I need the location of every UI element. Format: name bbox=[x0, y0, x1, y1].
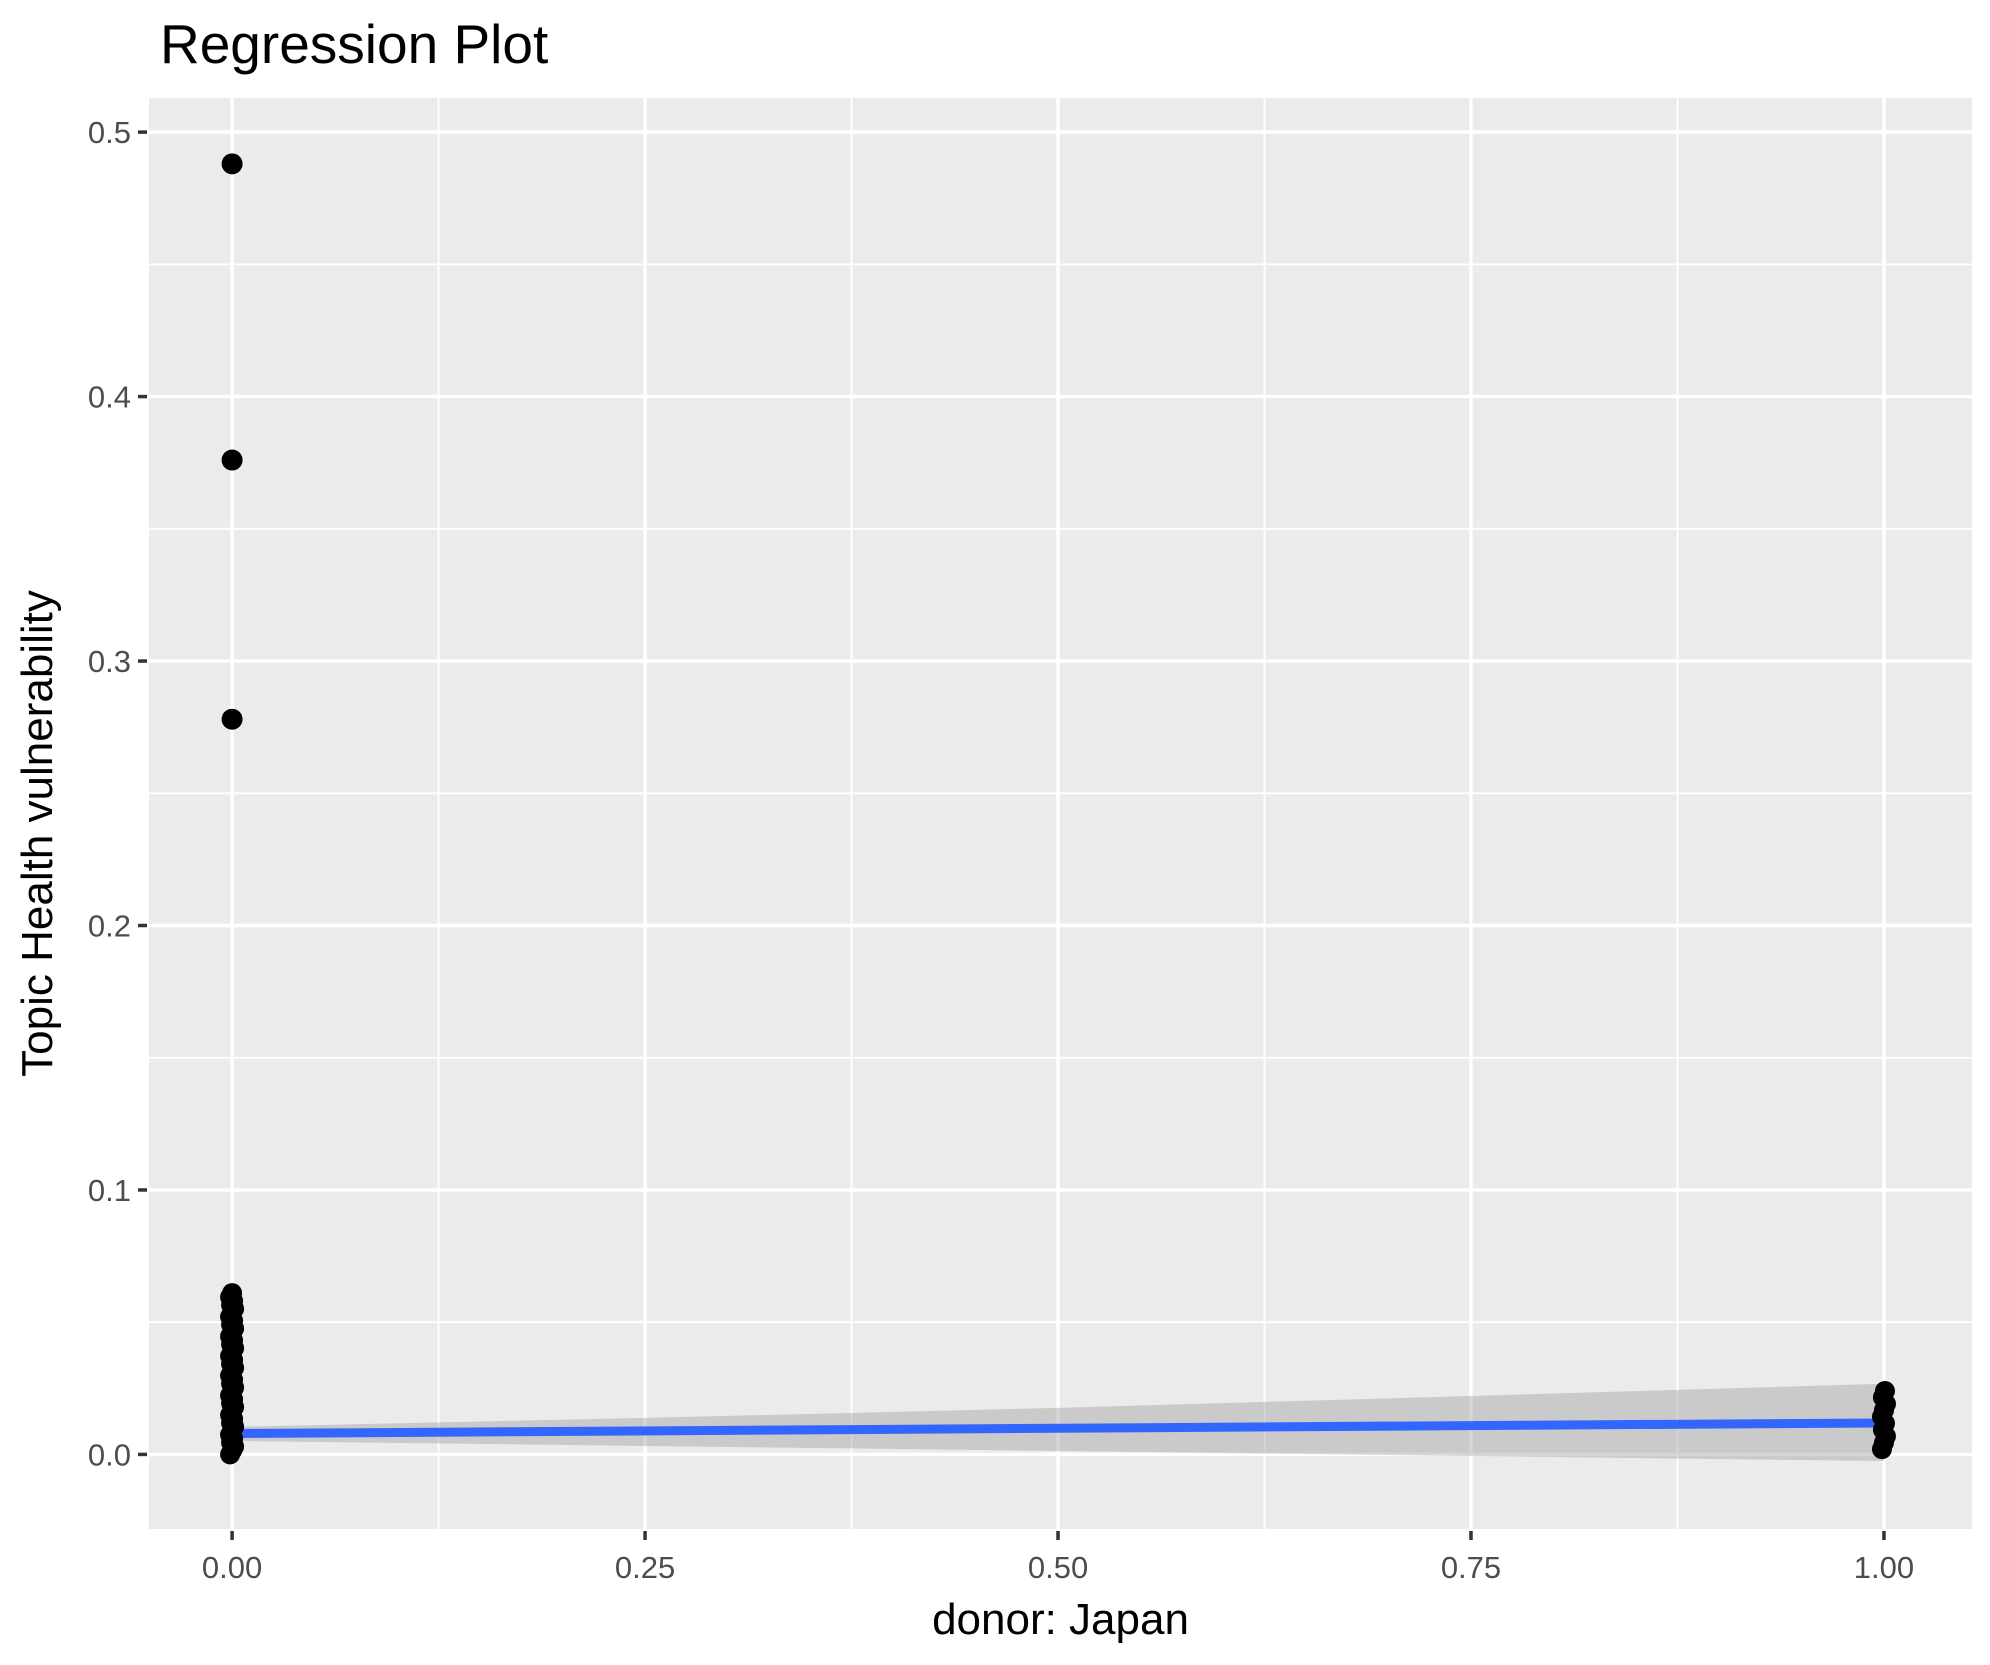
y-tick-label: 0.1 bbox=[88, 1173, 131, 1208]
y-axis-title: Topic Health vulnerability bbox=[13, 590, 62, 1077]
regression-line bbox=[232, 1418, 1884, 1439]
x-axis-title: donor: Japan bbox=[932, 1595, 1189, 1644]
x-tick-label: 0.75 bbox=[1441, 1550, 1501, 1585]
data-point-outlier bbox=[221, 153, 243, 175]
x-tick-label: 0.25 bbox=[615, 1550, 675, 1585]
y-tick-label: 0.2 bbox=[88, 909, 131, 944]
confidence-band bbox=[232, 1383, 1884, 1462]
data-point-outlier bbox=[221, 449, 243, 471]
plot-panel bbox=[149, 98, 1972, 1529]
y-tick-label: 0.0 bbox=[88, 1437, 131, 1472]
y-tick-label: 0.5 bbox=[88, 115, 131, 150]
x-tick-label: 1.00 bbox=[1854, 1550, 1914, 1585]
plot-title: Regression Plot bbox=[160, 13, 548, 75]
y-tick-label: 0.4 bbox=[88, 380, 131, 415]
data-point bbox=[222, 1283, 243, 1304]
x-tick-label: 0.00 bbox=[202, 1550, 262, 1585]
y-tick-label: 0.3 bbox=[88, 644, 131, 679]
x-tick-label: 0.50 bbox=[1028, 1550, 1088, 1585]
data-point-outlier bbox=[221, 708, 243, 730]
data-point bbox=[1874, 1380, 1895, 1401]
